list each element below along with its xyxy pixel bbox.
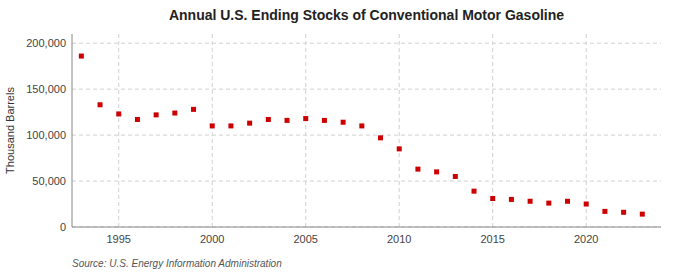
point xyxy=(303,116,308,121)
point xyxy=(378,135,383,140)
y-grid-line xyxy=(72,89,661,90)
y-tick-label: 0 xyxy=(60,221,66,233)
y-grid-line xyxy=(72,227,661,228)
x-grid-line xyxy=(212,34,213,227)
chart: 0 50,000 100,000 150,000 200,000 1995 2000 2005… xyxy=(0,0,675,275)
point xyxy=(191,107,196,112)
x-grid-line xyxy=(399,34,400,227)
y-grid-line xyxy=(72,43,661,44)
point xyxy=(528,199,533,204)
y-grid-line xyxy=(72,135,661,136)
point xyxy=(266,117,271,122)
y-tick-label: 150,000 xyxy=(26,83,66,95)
y-axis-line xyxy=(72,34,73,227)
title: Annual U.S. Ending Stocks of Conventiona… xyxy=(169,7,564,23)
x-tick-label: 2010 xyxy=(387,233,411,245)
x-grid-line xyxy=(586,34,587,227)
point xyxy=(602,209,607,214)
point xyxy=(210,123,215,128)
source-note: Source: U.S. Energy Information Administ… xyxy=(72,258,282,269)
point xyxy=(172,111,177,116)
point xyxy=(322,118,327,123)
point xyxy=(565,199,570,204)
x-grid-line xyxy=(118,34,119,227)
point xyxy=(116,111,121,116)
point xyxy=(359,123,364,128)
point xyxy=(247,121,252,126)
points xyxy=(79,54,645,217)
point xyxy=(584,202,589,207)
point xyxy=(509,197,514,202)
grid xyxy=(72,34,661,227)
x-tick-label: 2005 xyxy=(293,233,317,245)
point xyxy=(397,146,402,151)
point xyxy=(135,117,140,122)
y-tick-label: 200,000 xyxy=(26,37,66,49)
y-grid-line xyxy=(72,181,661,182)
point xyxy=(490,196,495,201)
point xyxy=(341,120,346,125)
point xyxy=(228,123,233,128)
point xyxy=(453,174,458,179)
axes: 0 50,000 100,000 150,000 200,000 1995 2000 2005… xyxy=(26,34,661,245)
y-tick-label: 100,000 xyxy=(26,129,66,141)
x-tick-label: 2000 xyxy=(200,233,224,245)
point xyxy=(154,112,159,117)
point xyxy=(621,210,626,215)
x-tick-label: 2015 xyxy=(480,233,504,245)
x-tick-label: 1995 xyxy=(107,233,131,245)
x-grid-line xyxy=(305,34,306,227)
point xyxy=(472,189,477,194)
x-tick-label: 2020 xyxy=(574,233,598,245)
point xyxy=(98,102,103,107)
x-axis-line xyxy=(72,227,661,228)
point xyxy=(640,212,645,217)
point xyxy=(285,118,290,123)
y-tick-label: 50,000 xyxy=(32,175,66,187)
y-axis-label: Thousand Barrels xyxy=(4,87,16,174)
point xyxy=(415,167,420,172)
point xyxy=(546,201,551,206)
point xyxy=(434,169,439,174)
point xyxy=(79,54,84,59)
